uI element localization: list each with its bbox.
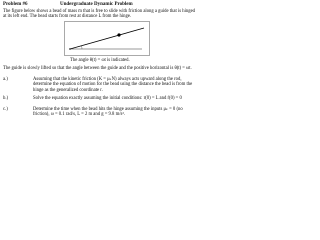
item-label: a.) xyxy=(3,77,8,82)
page: Problem #6 Undergraduate Dynamic Problem… xyxy=(0,0,200,158)
figure xyxy=(64,21,150,56)
problem-number: Problem #6 xyxy=(3,2,28,7)
figure-caption: The angle θ(t) = ωt is indicated. xyxy=(70,58,130,63)
figure-frame xyxy=(64,21,150,56)
item-label: b.) xyxy=(3,96,9,101)
intro: The figure below shows a bead of mass m … xyxy=(3,9,196,20)
item: a.) Assuming that the kinetic friction (… xyxy=(3,77,197,93)
item: b.) Solve the equation exactly assuming … xyxy=(3,96,197,101)
hinge xyxy=(69,48,71,50)
item-label: c.) xyxy=(3,107,8,112)
item-text: Determine the time when the bead hits th… xyxy=(33,107,183,118)
item-text: Assuming that the kinetic friction (K = … xyxy=(33,77,193,93)
guide xyxy=(69,27,145,50)
angle-arc xyxy=(81,45,83,50)
item-text: Solve the equation exactly assuming the … xyxy=(33,96,182,101)
bead xyxy=(117,33,121,37)
problem-title: Undergraduate Dynamic Problem xyxy=(60,2,133,7)
item: c.) Determine the time when the bead hit… xyxy=(3,107,197,118)
setup: The guide is slowly lifted so that the a… xyxy=(3,66,192,71)
